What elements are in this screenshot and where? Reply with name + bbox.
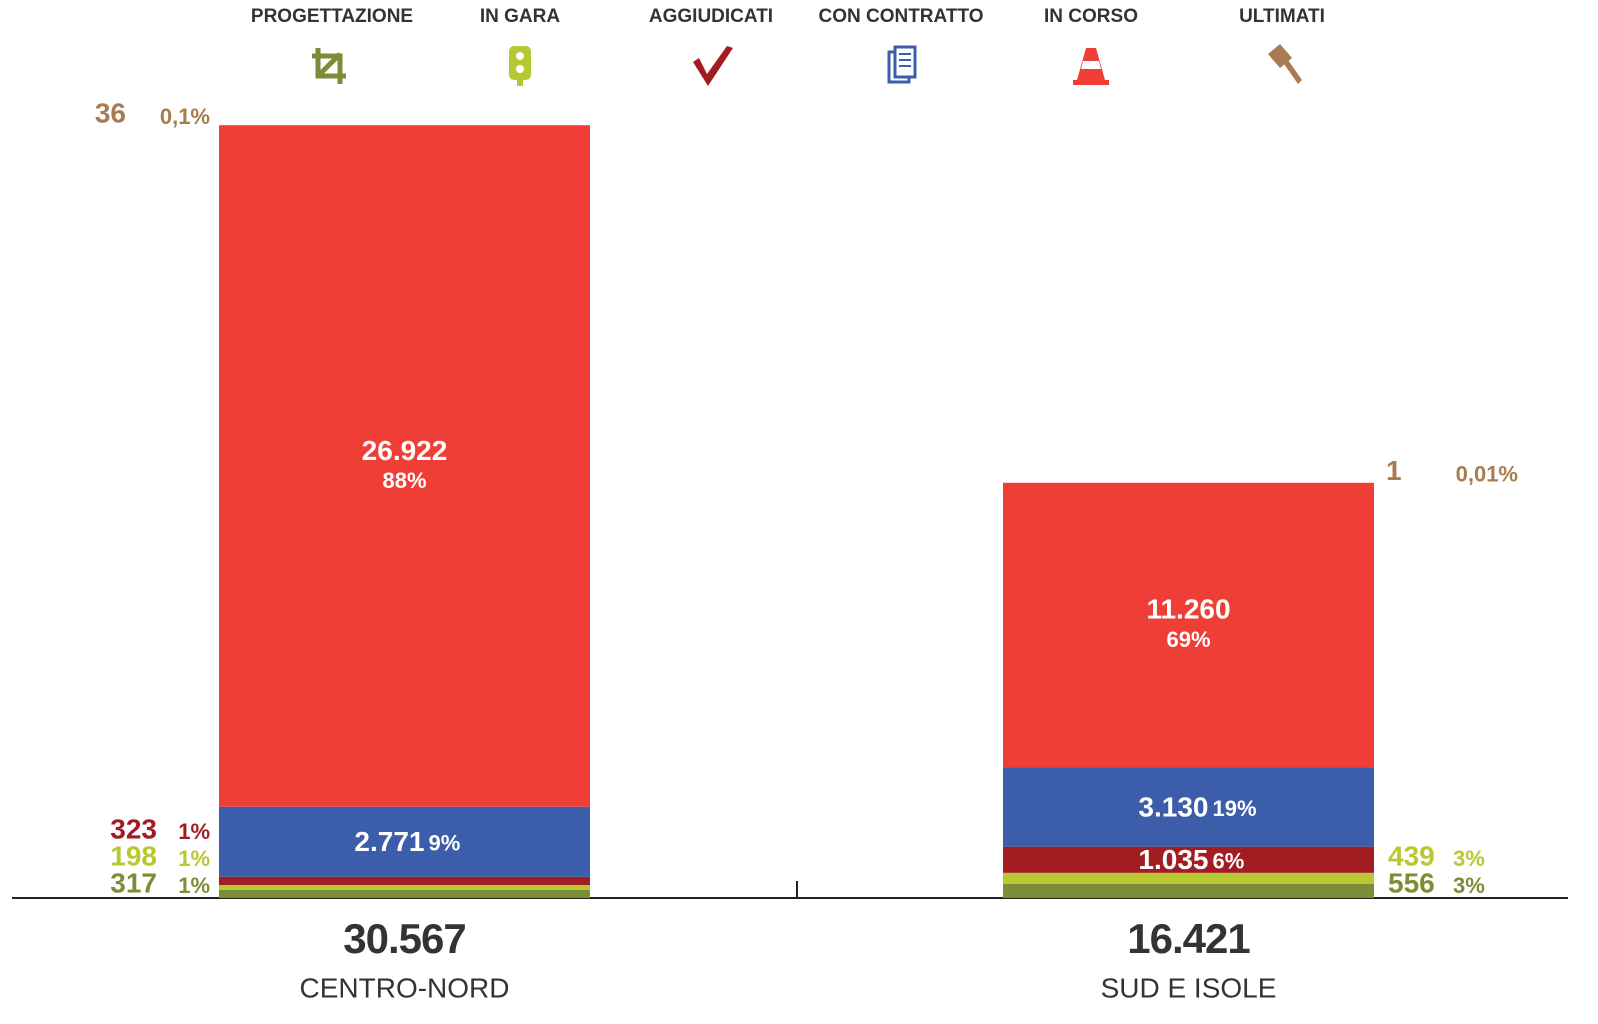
percent-label: 19% <box>1213 796 1257 821</box>
legend-label: AGGIUDICATI <box>649 6 773 27</box>
legend-icon <box>1073 48 1109 85</box>
data-label: 198 <box>110 840 157 871</box>
legend-icon <box>509 46 531 86</box>
legend-label: IN GARA <box>480 6 561 27</box>
percent-label: 1% <box>178 873 210 898</box>
data-label: 556 <box>1388 867 1435 898</box>
bar-segment <box>219 884 590 890</box>
data-label: 323 <box>110 813 157 844</box>
icon-shape <box>693 46 733 86</box>
data-label: 26.922 <box>362 435 448 466</box>
legend-icon <box>693 46 733 86</box>
category-label: CENTRO-NORD <box>300 972 510 1003</box>
bar-segment <box>219 889 590 898</box>
icon-shape <box>516 52 524 60</box>
bar-segment <box>1003 872 1374 884</box>
percent-label: 0,1% <box>160 104 210 129</box>
percent-label: 3% <box>1453 873 1485 898</box>
percent-label: 6% <box>1213 849 1245 874</box>
bar-segment <box>219 125 590 127</box>
percent-label: 3% <box>1453 846 1485 871</box>
total-label: 16.421 <box>1127 915 1250 962</box>
percent-label: 69% <box>1166 627 1210 652</box>
data-label: 439 <box>1388 840 1435 871</box>
total-label: 30.567 <box>343 915 465 962</box>
percent-label: 88% <box>382 468 426 493</box>
legend-icon <box>312 48 346 84</box>
data-label: 2.771 <box>354 826 424 857</box>
legend-label: PROGETTAZIONE <box>251 6 413 27</box>
bar-segment <box>1003 846 1374 873</box>
bar-segment <box>1003 883 1374 898</box>
legend-label: ULTIMATI <box>1239 6 1325 27</box>
bar-segment <box>219 876 590 885</box>
category-label: SUD E ISOLE <box>1101 972 1277 1003</box>
data-label: 36 <box>95 97 126 128</box>
data-label: 1.035 <box>1138 844 1208 875</box>
icon-shape <box>1081 61 1101 69</box>
percent-label: 0,01% <box>1456 462 1518 487</box>
bar-segment <box>219 806 590 877</box>
percent-label: 1% <box>178 846 210 871</box>
icon-shape <box>893 45 917 79</box>
data-label: 11.260 <box>1146 594 1230 625</box>
percent-label: 9% <box>429 831 461 856</box>
bar-segment <box>1003 482 1374 768</box>
icon-shape <box>1073 80 1109 85</box>
legend-icon <box>1268 44 1302 84</box>
percent-label: 1% <box>178 819 210 844</box>
bar-segment <box>1003 767 1374 847</box>
data-label: 3.130 <box>1138 791 1208 822</box>
legend-icon <box>887 45 917 84</box>
bar-segment <box>219 126 590 807</box>
icon-shape <box>312 48 346 84</box>
legend-label: CON CONTRATTO <box>818 6 983 27</box>
data-label: 317 <box>110 867 157 898</box>
legend-label: IN CORSO <box>1044 6 1138 27</box>
icon-shape <box>517 80 523 86</box>
icon-shape <box>516 65 524 73</box>
icon-shape <box>1284 60 1302 84</box>
data-label: 1 <box>1386 455 1402 486</box>
icon-shape <box>509 46 531 80</box>
